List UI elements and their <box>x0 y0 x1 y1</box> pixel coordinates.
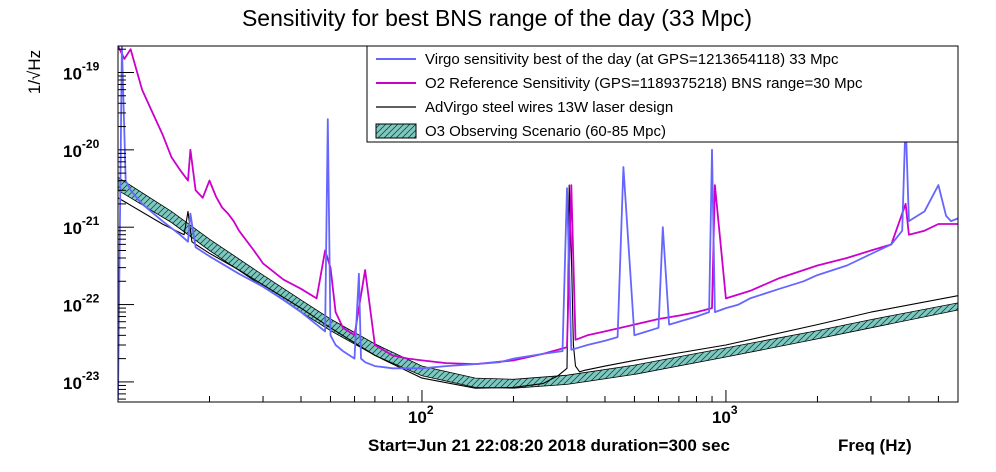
legend-swatch <box>375 123 417 139</box>
legend-entry: AdVirgo steel wires 13W laser design <box>425 99 673 116</box>
legend: Virgo sensitivity best of the day (at GP… <box>366 45 959 143</box>
legend-entry: O2 Reference Sensitivity (GPS=1189375218… <box>425 75 863 92</box>
series-band-o3-scenario <box>118 176 958 389</box>
y-tick-label: 10-20 <box>63 137 100 161</box>
series-line-3 <box>118 46 958 400</box>
y-axis-label: 1/√Hz <box>25 50 44 94</box>
y-tick-label: 10-19 <box>63 59 100 83</box>
footer-info: Start=Jun 21 22:08:20 2018 duration=300 … <box>368 436 730 455</box>
y-tick-labels: 10-19 10-20 10-21 10-22 10-23 <box>63 59 100 392</box>
y-tick-label: 10-21 <box>63 214 100 238</box>
axis-ticks <box>117 48 939 402</box>
series-line-1 <box>118 184 958 389</box>
legend-box <box>366 45 959 143</box>
series-layer <box>118 46 958 400</box>
legend-entry: Virgo sensitivity best of the day (at GP… <box>425 51 839 68</box>
y-tick-label: 10-23 <box>63 369 100 393</box>
y-tick-label: 10-22 <box>63 292 100 316</box>
series-line-2 <box>118 46 958 366</box>
x-axis-label: Freq (Hz) <box>838 436 912 455</box>
legend-entry: O3 Observing Scenario (60-85 Mpc) <box>425 123 666 140</box>
chart-title: Sensitivity for best BNS range of the da… <box>242 5 752 31</box>
x-tick-label: 102 <box>408 403 434 427</box>
x-tick-label: 103 <box>712 403 738 427</box>
x-tick-labels: 102 103 <box>408 403 738 427</box>
